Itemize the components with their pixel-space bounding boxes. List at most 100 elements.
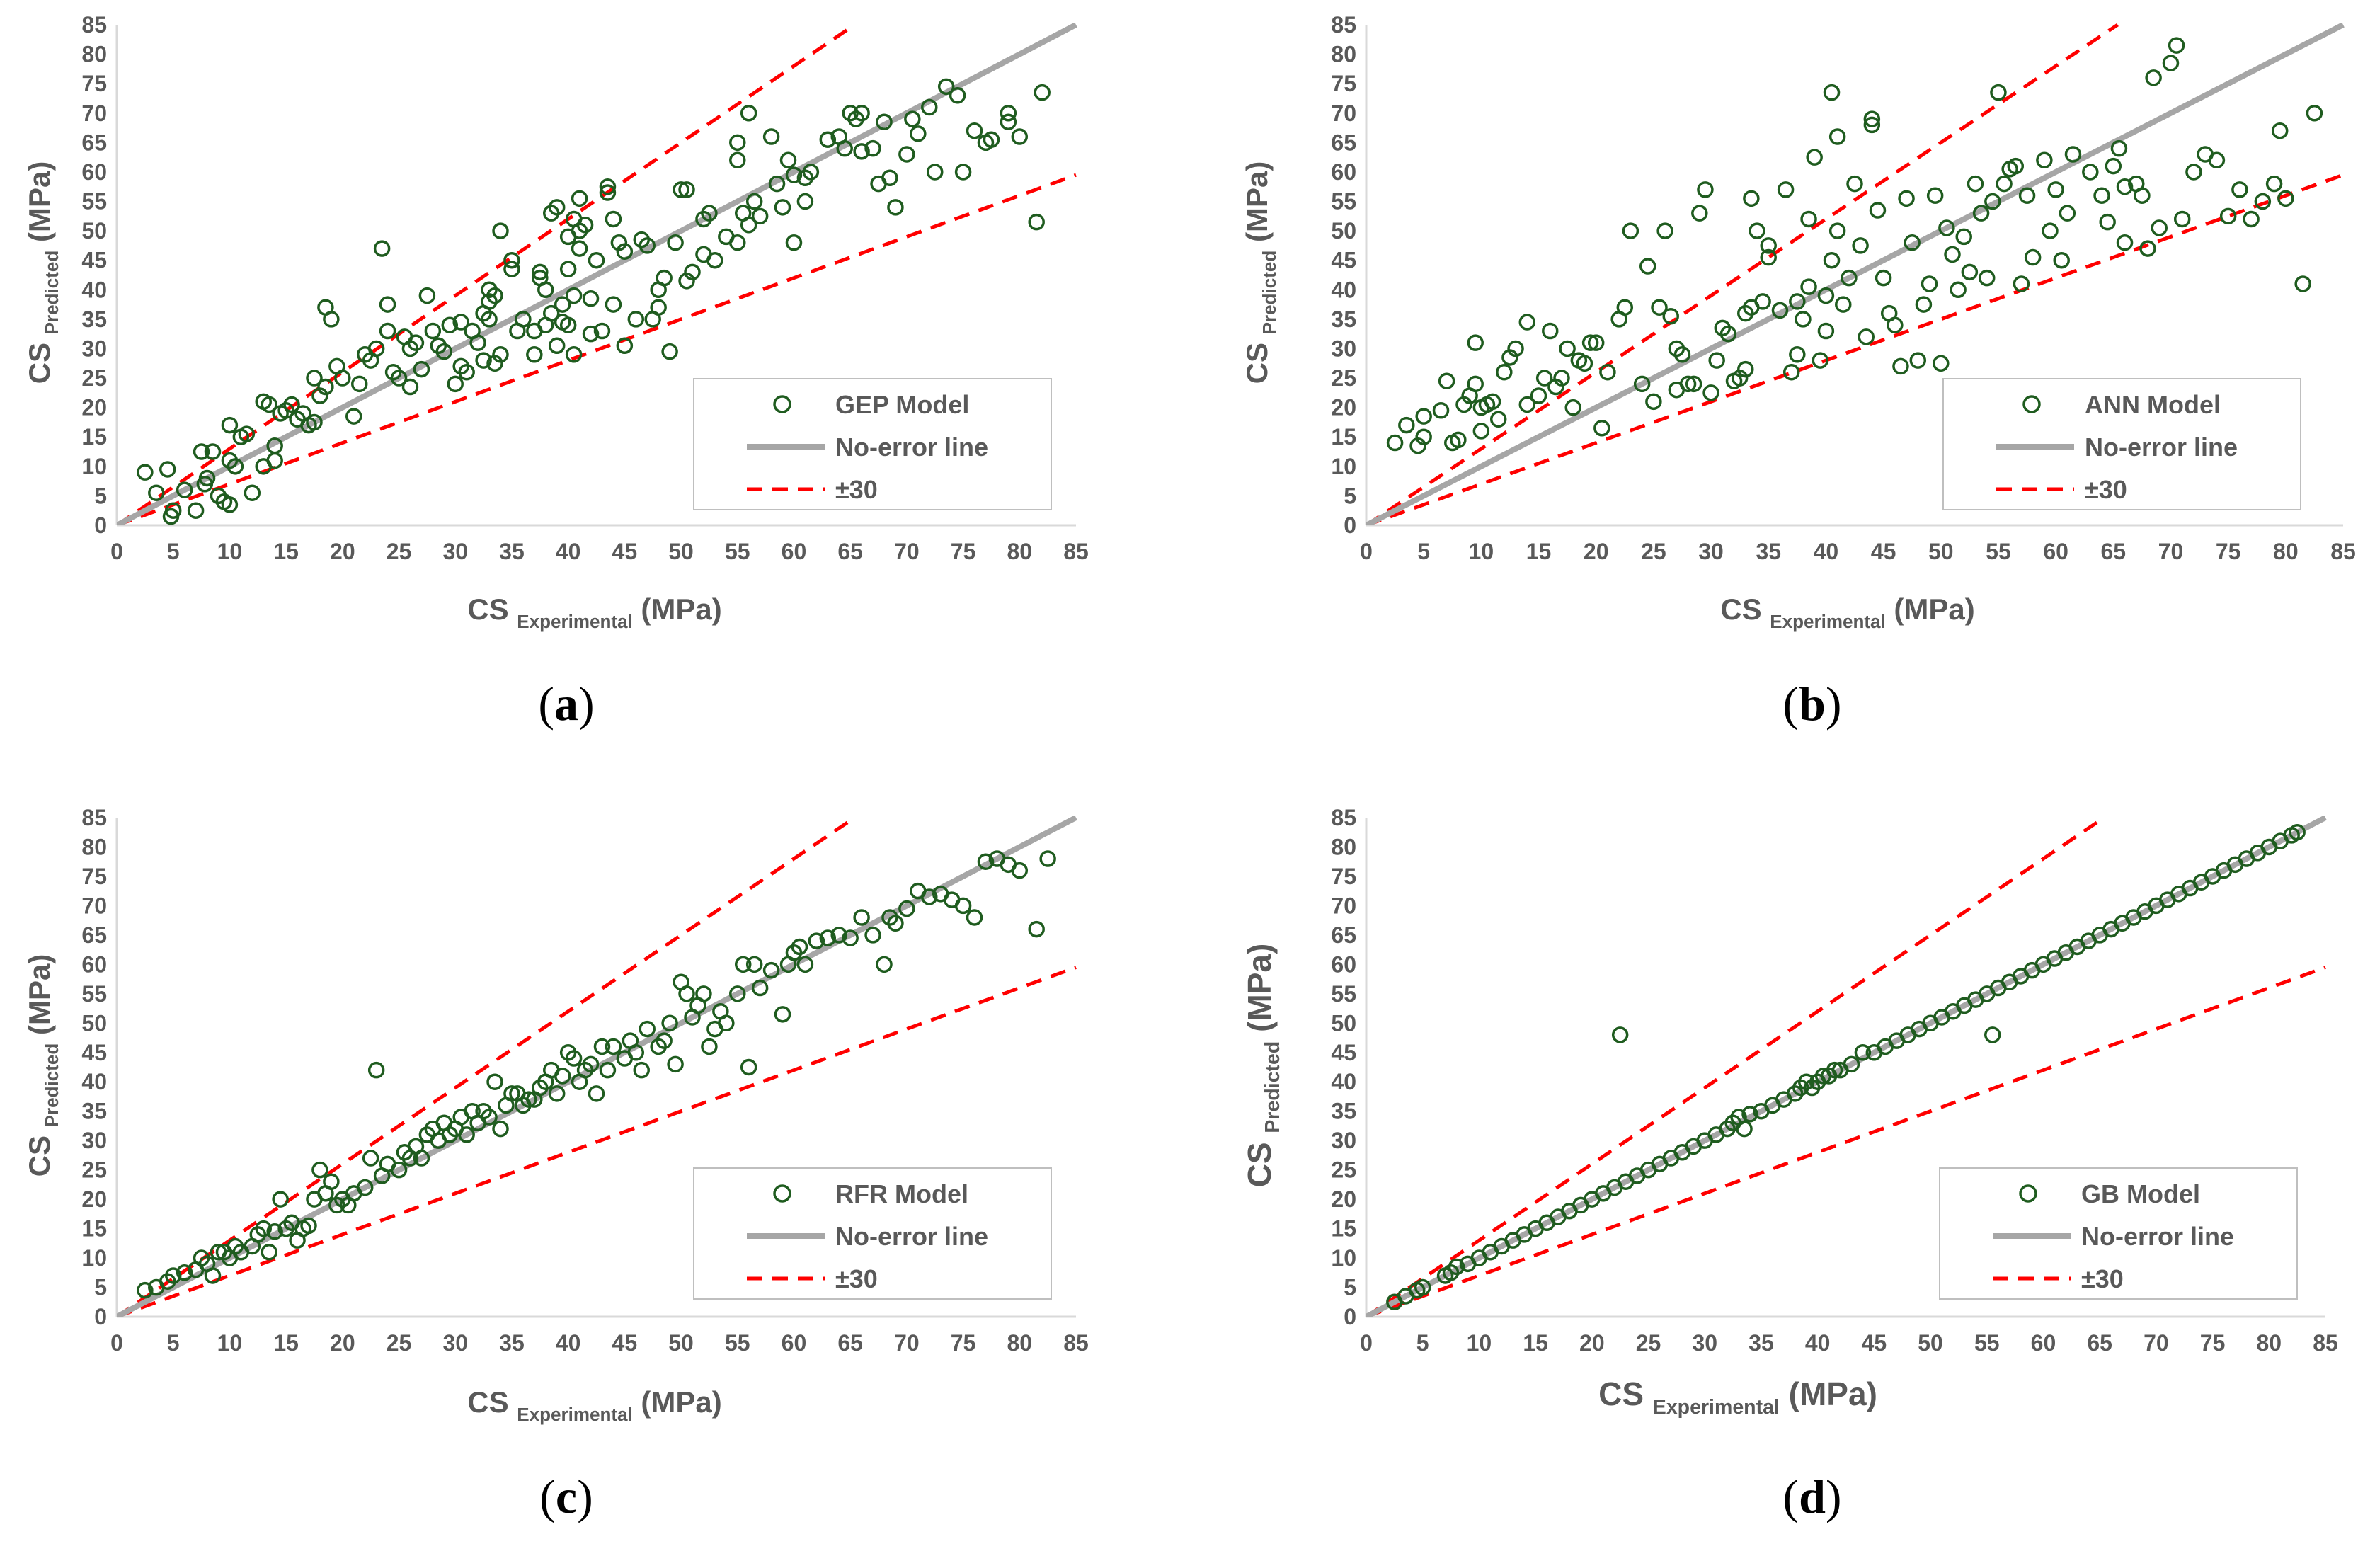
data-point [1622, 222, 1639, 239]
data-point [1760, 248, 1777, 266]
y-tick-label: 70 [1331, 893, 1356, 918]
y-axis-title-unit: (MPa) [1241, 944, 1278, 1041]
data-point [853, 909, 870, 926]
data-point [876, 956, 893, 973]
y-tick-label: 0 [1344, 513, 1356, 538]
x-tick-label: 80 [2273, 539, 2299, 564]
data-point [633, 1061, 651, 1079]
data-point [390, 1161, 408, 1179]
data-point [1800, 210, 1817, 228]
data-point [740, 217, 757, 234]
data-point [1955, 228, 1972, 246]
data-point [1450, 431, 1467, 449]
data-point [1398, 416, 1415, 434]
data-point [1535, 370, 1553, 387]
scatter-chart-rfr: 0 5 10 15 20 25 30 35 40 45 50 55 60 65 70 75 80 85 0 5 10 15… [23, 805, 1089, 1425]
data-point [317, 378, 334, 396]
data-point [503, 261, 520, 277]
data-point [2306, 105, 2323, 122]
error-bound-line [117, 23, 856, 525]
data-point [656, 1032, 673, 1049]
y-tick-label: 5 [1344, 1275, 1356, 1300]
data-point [588, 1085, 605, 1102]
data-point [887, 915, 904, 932]
x-tick-label: 5 [167, 539, 180, 564]
y-axis-title-main: CS [23, 1127, 56, 1177]
x-tick-label: 60 [782, 1330, 807, 1356]
data-point [1432, 402, 1450, 419]
data-point [1000, 113, 1017, 130]
data-point [796, 956, 814, 973]
data-point [921, 888, 938, 905]
y-tick-label: 40 [1331, 277, 1356, 302]
y-tick-label: 45 [1331, 248, 1356, 273]
caption-b-open: ( [1782, 677, 1799, 731]
legend-no-error-label: No-error line [2081, 1222, 2234, 1251]
data-point [667, 234, 684, 251]
data-point [1898, 190, 1915, 207]
y-axis-title: CS Predicted (MPa) [1240, 161, 1280, 384]
plot-area [117, 23, 1077, 525]
x-axis-title: CS Experimental (MPa) [1720, 593, 1975, 632]
x-axis-title-sub: Experimental [517, 1404, 632, 1425]
data-point [334, 370, 351, 387]
x-axis-title: CS Experimental (MPa) [1598, 1375, 1877, 1419]
data-point [1996, 175, 2013, 193]
data-point [910, 125, 927, 142]
data-point [1926, 187, 1944, 204]
data-point [1467, 375, 1484, 393]
y-tick-label: 65 [1331, 130, 1356, 155]
data-point [159, 461, 176, 478]
data-point [876, 113, 893, 130]
data-point [796, 193, 814, 210]
data-point [701, 205, 718, 222]
data-point [571, 240, 588, 257]
y-tick-label: 75 [81, 864, 107, 889]
data-point [2093, 187, 2110, 204]
data-point [1817, 322, 1835, 340]
data-point [452, 314, 469, 331]
y-axis-title: CS Predicted (MPa) [23, 161, 62, 384]
data-point [977, 853, 995, 870]
data-point [362, 1150, 379, 1167]
data-point [2243, 210, 2260, 228]
data-point [667, 1055, 684, 1073]
data-point [1702, 384, 1719, 401]
data-point [532, 263, 549, 281]
x-tick-label: 25 [387, 1330, 412, 1356]
y-tick-label: 10 [1331, 1245, 1356, 1271]
data-point [678, 985, 695, 1002]
caption-d-close: ) [1825, 1470, 1842, 1523]
data-point [1467, 334, 1484, 351]
data-point [1719, 325, 1737, 343]
data-point [300, 1217, 317, 1235]
x-axis-title-unit: (MPa) [633, 1385, 722, 1419]
x-axis-title-sub: Experimental [1770, 611, 1885, 632]
data-point [751, 979, 769, 997]
x-tick-label: 35 [1756, 539, 1781, 564]
data-point [204, 1267, 222, 1284]
data-point [864, 927, 881, 944]
data-point [2139, 240, 2156, 257]
data-point [785, 234, 803, 251]
x-tick-label: 85 [2330, 539, 2356, 564]
y-tick-label: 15 [81, 424, 107, 450]
x-tick-label: 0 [1360, 1330, 1373, 1356]
x-axis-title-unit: (MPa) [633, 593, 722, 626]
data-point [2265, 175, 2283, 193]
x-tick-label: 30 [1692, 1330, 1717, 1356]
data-point [1011, 862, 1029, 879]
data-point [469, 334, 486, 351]
data-point [559, 316, 577, 333]
y-tick-label: 60 [81, 159, 107, 185]
data-point [819, 929, 837, 946]
data-point [565, 287, 583, 304]
data-point [1826, 1061, 1843, 1079]
data-point [904, 110, 921, 127]
data-point [605, 296, 622, 313]
x-tick-label: 10 [1467, 1330, 1492, 1356]
caption-c: (c) [425, 1469, 708, 1525]
data-point [762, 128, 780, 145]
y-tick-label: 30 [81, 336, 107, 361]
data-point [148, 484, 165, 502]
